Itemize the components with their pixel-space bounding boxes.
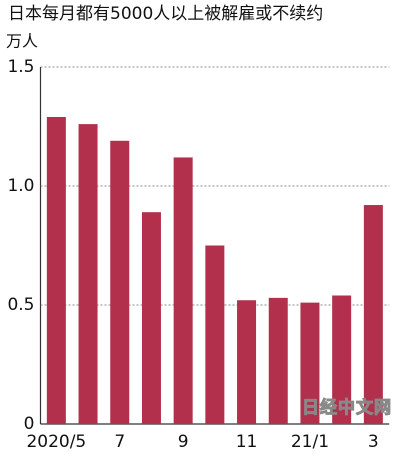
- bar: [205, 245, 225, 424]
- bar: [268, 297, 288, 424]
- watermark: 日经中文网: [302, 397, 392, 418]
- y-unit: 万人: [6, 32, 38, 51]
- bar: [46, 116, 66, 424]
- bar: [110, 140, 130, 424]
- y-tick-label: 1.5: [7, 57, 34, 77]
- x-tick-label: 11: [236, 432, 258, 452]
- bar: [300, 302, 320, 424]
- y-tick-label: 0.5: [7, 295, 34, 315]
- chart-title: 日本每月都有5000人以上被解雇或不续约: [8, 4, 323, 24]
- y-tick-label: 0: [24, 414, 35, 434]
- bar: [173, 157, 193, 424]
- bar: [332, 295, 352, 424]
- bar: [237, 300, 257, 424]
- bar: [141, 212, 161, 424]
- bar: [363, 205, 383, 424]
- x-tick-label: 7: [114, 432, 125, 452]
- x-tick-label: 21/1: [291, 432, 329, 452]
- x-tick-label: 3: [368, 432, 379, 452]
- y-tick-label: 1.0: [7, 176, 34, 196]
- x-tick-label: 9: [178, 432, 189, 452]
- x-tick-label: 2020/5: [26, 432, 86, 452]
- bar: [78, 124, 98, 425]
